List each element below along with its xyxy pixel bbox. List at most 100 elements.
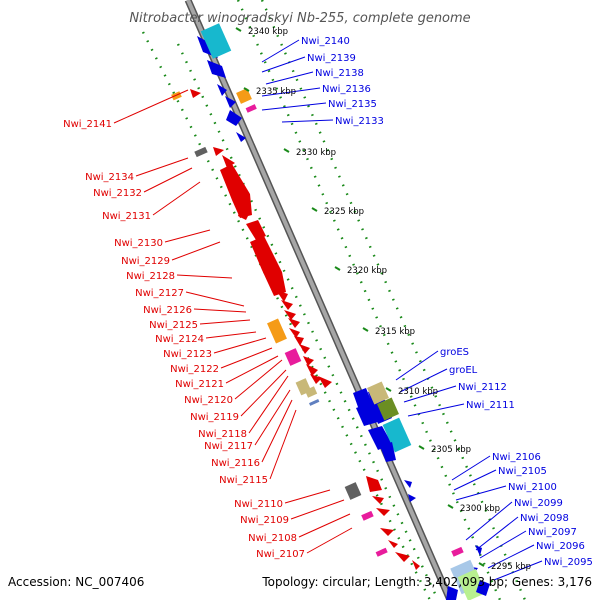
- gene-label-right: Nwi_2105: [498, 466, 547, 477]
- leader-line: [135, 157, 189, 177]
- kbp-tick: [235, 27, 242, 32]
- gene-label-right: groES: [440, 347, 469, 358]
- leader-line: [193, 308, 247, 313]
- leader-line: [205, 331, 257, 339]
- kbp-label: 2305 kbp: [431, 445, 471, 455]
- kbp-label: 2295 kbp: [491, 562, 531, 572]
- leader-line: [451, 455, 491, 481]
- gene-label-right: Nwi_2135: [328, 99, 377, 110]
- kbp-label: 2330 kbp: [296, 148, 336, 158]
- leader-line: [185, 291, 245, 307]
- gene-label-right: Nwi_2099: [514, 498, 563, 509]
- leader-line: [171, 241, 221, 261]
- leader-line: [284, 489, 331, 504]
- dotted-guides: [141, 0, 527, 600]
- kbp-label: 2340 kbp: [248, 27, 288, 37]
- gene-label-left: Nwi_2107: [256, 549, 305, 560]
- leader-line: [407, 403, 465, 417]
- gene-label-right: Nwi_2140: [301, 36, 350, 47]
- gene-label-left: Nwi_2121: [175, 379, 224, 390]
- kbp-tick: [385, 387, 392, 392]
- leader-line: [254, 389, 291, 446]
- gene-label-left: Nwi_2128: [126, 271, 175, 282]
- gene-label-left: Nwi_2119: [190, 412, 239, 423]
- leader-line: [225, 355, 279, 384]
- gene-label-right: Nwi_2095: [544, 557, 593, 568]
- gene-label-right: Nwi_2112: [458, 382, 507, 393]
- leader-line: [261, 399, 293, 463]
- leader-line: [265, 71, 314, 85]
- kbp-label: 2335 kbp: [256, 87, 296, 97]
- gene-label-left: Nwi_2127: [135, 288, 184, 299]
- leader-line: [479, 530, 527, 559]
- gene-label-left: Nwi_2115: [219, 475, 268, 486]
- leader-lines-right: [261, 39, 543, 581]
- leader-line: [475, 516, 519, 551]
- leader-line: [261, 39, 300, 63]
- leader-line: [176, 274, 233, 279]
- gene-label-left: Nwi_2125: [149, 320, 198, 331]
- gene-features: [171, 23, 490, 600]
- leader-line: [465, 501, 513, 541]
- leader-line: [234, 359, 283, 400]
- gene-label-right: Nwi_2096: [536, 541, 585, 552]
- kbp-tick: [362, 327, 369, 332]
- gene-label-left: Nwi_2126: [143, 305, 192, 316]
- gene-label-left: Nwi_2123: [163, 349, 212, 360]
- leader-line: [113, 89, 189, 124]
- leader-line: [403, 385, 457, 403]
- leader-line: [281, 119, 334, 123]
- gene-label-right: Nwi_2139: [307, 53, 356, 64]
- gene-label-left: Nwi_2129: [121, 256, 170, 267]
- leader-line: [487, 544, 535, 569]
- leader-line: [213, 337, 267, 354]
- gene-label-right: Nwi_2111: [466, 400, 515, 411]
- gene-label-right: Nwi_2098: [520, 513, 569, 524]
- kbp-tick: [243, 87, 250, 92]
- kbp-label: 2320 kbp: [347, 266, 387, 276]
- kbp-tick: [447, 504, 454, 509]
- leader-line: [261, 56, 306, 73]
- kbp-label: 2325 kbp: [324, 207, 364, 217]
- leader-line: [220, 347, 273, 369]
- left-gene-labels: Nwi_2141 Nwi_2134 Nwi_2132 Nwi_2131 Nwi_2130…: [63, 119, 305, 560]
- kbp-tick: [418, 445, 425, 450]
- leader-line: [493, 560, 543, 581]
- accession-label: Accession: NC_007406: [8, 575, 144, 589]
- leader-line: [199, 319, 251, 325]
- gene-label-left: Nwi_2108: [248, 533, 297, 544]
- leader-line: [290, 499, 345, 520]
- kbp-label: 2300 kbp: [460, 504, 500, 514]
- kbp-label: 2310 kbp: [398, 387, 438, 397]
- leader-line: [395, 350, 439, 381]
- kbp-scale-labels: 2340 kbp 2335 kbp 2330 kbp 2325 kbp 2320 kbp…: [235, 27, 531, 572]
- leader-line: [298, 513, 351, 538]
- gene-label-left: Nwi_2120: [184, 395, 233, 406]
- backbone: [184, 0, 454, 600]
- leader-line: [152, 181, 201, 216]
- leader-line: [143, 167, 193, 193]
- gene-label-left: Nwi_2131: [102, 211, 151, 222]
- genome-summary: Topology: circular; Length: 3,402,093 bp…: [261, 575, 592, 589]
- leader-line: [164, 229, 211, 243]
- gene-label-left: Nwi_2110: [234, 499, 283, 510]
- gene-label-right: Nwi_2097: [528, 527, 577, 538]
- gene-label-left: Nwi_2124: [155, 334, 204, 345]
- gene-label-right: Nwi_2133: [335, 116, 384, 127]
- leader-line: [240, 369, 287, 417]
- gene-label-right: Nwi_2100: [508, 482, 557, 493]
- gene-label-right: Nwi_2138: [315, 68, 364, 79]
- leader-line: [248, 375, 289, 434]
- leader-line: [269, 409, 297, 480]
- kbp-tick: [478, 562, 485, 567]
- leader-line: [453, 469, 497, 491]
- genome-title: Nitrobacter winogradskyi Nb-255, complet…: [129, 11, 470, 26]
- gene-label-left: Nwi_2109: [240, 515, 289, 526]
- gene-label-left: Nwi_2141: [63, 119, 112, 130]
- leader-line: [261, 102, 327, 111]
- gene-label-left: Nwi_2130: [114, 238, 163, 249]
- gene-label-left: Nwi_2132: [93, 188, 142, 199]
- kbp-tick: [334, 266, 341, 271]
- leader-line: [306, 527, 353, 554]
